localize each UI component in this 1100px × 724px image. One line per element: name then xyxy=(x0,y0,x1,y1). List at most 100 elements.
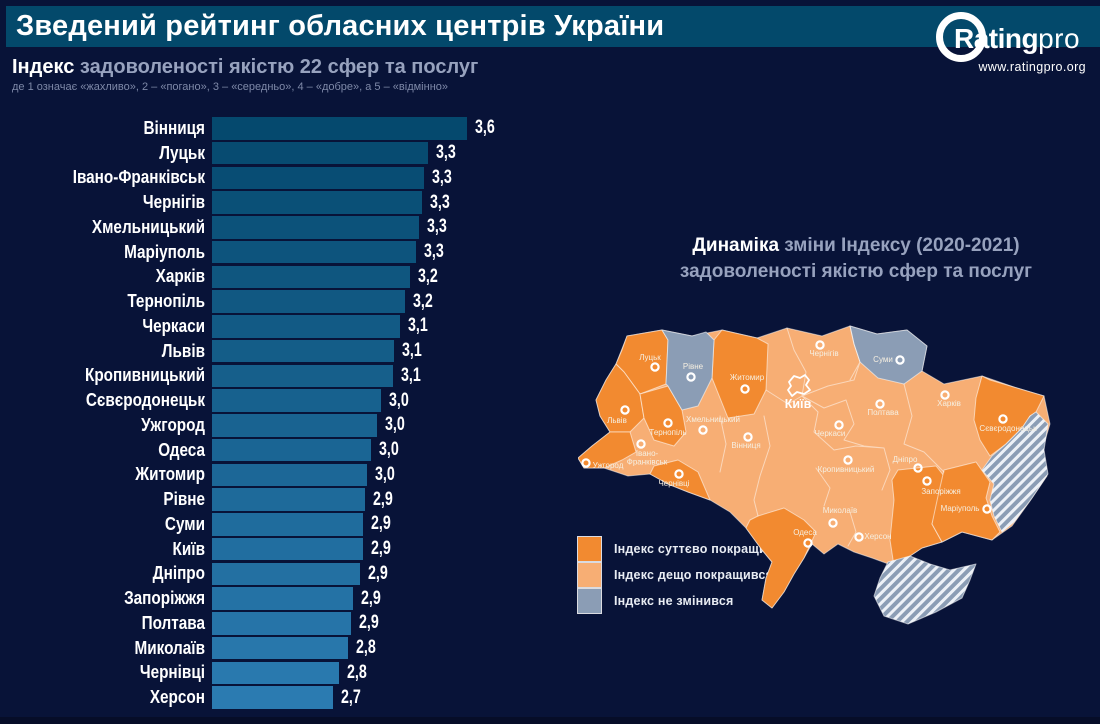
legend-label: Індекс суттєво покращився xyxy=(614,542,790,556)
bar-row: Сєвєродонецьк 3,0 xyxy=(0,388,560,413)
scale-note: де 1 означає «жахливо», 2 – «погано», 3 … xyxy=(12,81,448,93)
bar xyxy=(212,290,405,313)
city-marker-slight xyxy=(828,518,838,528)
city-label: Ужгород xyxy=(141,414,205,435)
kyiv-city-label: Київ xyxy=(785,397,812,411)
legend-swatch-slight xyxy=(577,562,602,588)
bar-row: Івано-Франківськ 3,3 xyxy=(0,166,560,191)
city-marker-none xyxy=(686,372,696,382)
ratingpro-logo: Ratingpro www.ratingpro.org xyxy=(908,10,1088,82)
map-city-label: Львів xyxy=(607,416,627,425)
map-city-label: Полтава xyxy=(867,408,899,417)
value-label: 3,1 xyxy=(401,364,421,386)
legend-label: Індекс не змінився xyxy=(614,594,734,608)
bar-row: Одеса 3,0 xyxy=(0,438,560,463)
bar xyxy=(212,537,363,561)
value-label: 3,1 xyxy=(402,340,422,362)
city-label: Миколаїв xyxy=(134,637,205,658)
bar xyxy=(212,141,428,165)
bar-row: Ужгород 3,0 xyxy=(0,413,560,438)
value-label: 3,3 xyxy=(424,241,444,263)
region-chernivtsi xyxy=(649,459,711,501)
value-label: 2,9 xyxy=(359,612,379,634)
logo-brand-light: pro xyxy=(1038,23,1081,54)
bar xyxy=(212,191,422,214)
map-city-label: Харків xyxy=(937,399,961,408)
bar-row: Луцьк 3,3 xyxy=(0,141,560,166)
map-city-label: Івано-Франківськ xyxy=(627,449,668,467)
bar xyxy=(212,414,377,437)
city-marker-slight xyxy=(843,455,853,465)
map-title: Динаміка зміни Індексу (2020-2021) задов… xyxy=(640,233,1072,285)
map-city-label: Одеса xyxy=(793,528,817,537)
value-label: 3,2 xyxy=(413,290,433,312)
city-label: Житомир xyxy=(135,464,205,485)
legend-row: Індекс дещо покращився xyxy=(577,562,789,588)
city-marker-significant xyxy=(803,538,813,548)
logo-ring-icon xyxy=(936,12,986,62)
oblast-borders xyxy=(719,325,945,547)
city-label: Івано-Франківськ xyxy=(72,167,205,188)
map-title-line1: Динаміка зміни Індексу (2020-2021) xyxy=(640,233,1072,259)
legend-row: Індекс не змінився xyxy=(577,588,789,614)
city-marker-significant xyxy=(650,362,660,372)
map-city-label: Ужгород xyxy=(593,461,624,470)
city-label: Львів xyxy=(161,340,205,361)
region-odesa xyxy=(745,507,817,609)
bar-row: Маріуполь 3,3 xyxy=(0,240,560,265)
value-label: 3,0 xyxy=(389,389,409,411)
map-legend: Індекс суттєво покращився Індекс дещо по… xyxy=(577,536,790,615)
bar xyxy=(212,513,363,536)
city-label: Тернопіль xyxy=(127,291,205,312)
city-label: Запоріжжя xyxy=(124,588,205,609)
value-label: 2,8 xyxy=(347,661,367,683)
logo-url: www.ratingpro.org xyxy=(978,60,1086,74)
map-title-line2: задоволеності якістю сфер та послуг xyxy=(679,261,1033,282)
bar-row: Харків 3,2 xyxy=(0,265,560,290)
bar-row: Суми 2,9 xyxy=(0,512,560,537)
bar-row: Миколаїв 2,8 xyxy=(0,636,560,661)
region-rivne xyxy=(661,329,715,411)
map-title-lead: Динаміка xyxy=(692,235,780,256)
bar-row: Полтава 2,9 xyxy=(0,611,560,636)
bar xyxy=(212,686,333,709)
bar xyxy=(212,117,467,140)
city-markers: Луцьк Рівне Житомир Чернігів Суми Львів Терноп… xyxy=(581,340,1037,548)
bar-row: Житомир 3,0 xyxy=(0,463,560,488)
bar xyxy=(212,315,400,338)
legend-swatch-none xyxy=(577,588,602,614)
value-label: 2,9 xyxy=(371,513,391,535)
city-marker-slight xyxy=(854,532,864,542)
map-city-label: Тернопіль xyxy=(649,428,686,437)
city-marker-slight xyxy=(913,463,923,473)
city-marker-slight xyxy=(875,399,885,409)
map-city-label: Дніпро xyxy=(893,455,918,464)
chart-subtitle: Індекс задоволеності якістю 22 сфер та п… xyxy=(12,56,478,79)
bar-row: Черкаси 3,1 xyxy=(0,314,560,339)
bar xyxy=(212,166,424,190)
value-label: 3,0 xyxy=(375,463,395,485)
city-marker-none xyxy=(895,355,905,365)
map-city-label: Маріуполь xyxy=(941,504,980,513)
map-city-label: Житомир xyxy=(730,373,765,382)
city-marker-slight xyxy=(636,439,646,449)
logo-brand: Ratingpro xyxy=(954,23,1080,55)
value-label: 3,0 xyxy=(385,414,405,436)
bar xyxy=(212,463,367,487)
value-label: 3,2 xyxy=(418,265,438,287)
city-label: Маріуполь xyxy=(124,241,205,262)
bar-row: Хмельницький 3,3 xyxy=(0,215,560,240)
bar xyxy=(212,364,393,388)
value-label: 2,8 xyxy=(356,637,376,659)
city-marker-significant xyxy=(663,418,673,428)
bar-row: Львів 3,1 xyxy=(0,339,560,364)
map-city-label: Сєвєродонецьк xyxy=(979,424,1037,433)
city-label: Одеса xyxy=(158,439,205,460)
city-marker-slight xyxy=(698,425,708,435)
map-city-label: Чернігів xyxy=(809,349,838,358)
bar xyxy=(212,265,410,289)
bar-row: Рівне 2,9 xyxy=(0,487,560,512)
bar-row: Херсон 2,7 xyxy=(0,685,560,710)
city-label: Полтава xyxy=(141,612,205,633)
region-donetsk xyxy=(931,461,1001,543)
